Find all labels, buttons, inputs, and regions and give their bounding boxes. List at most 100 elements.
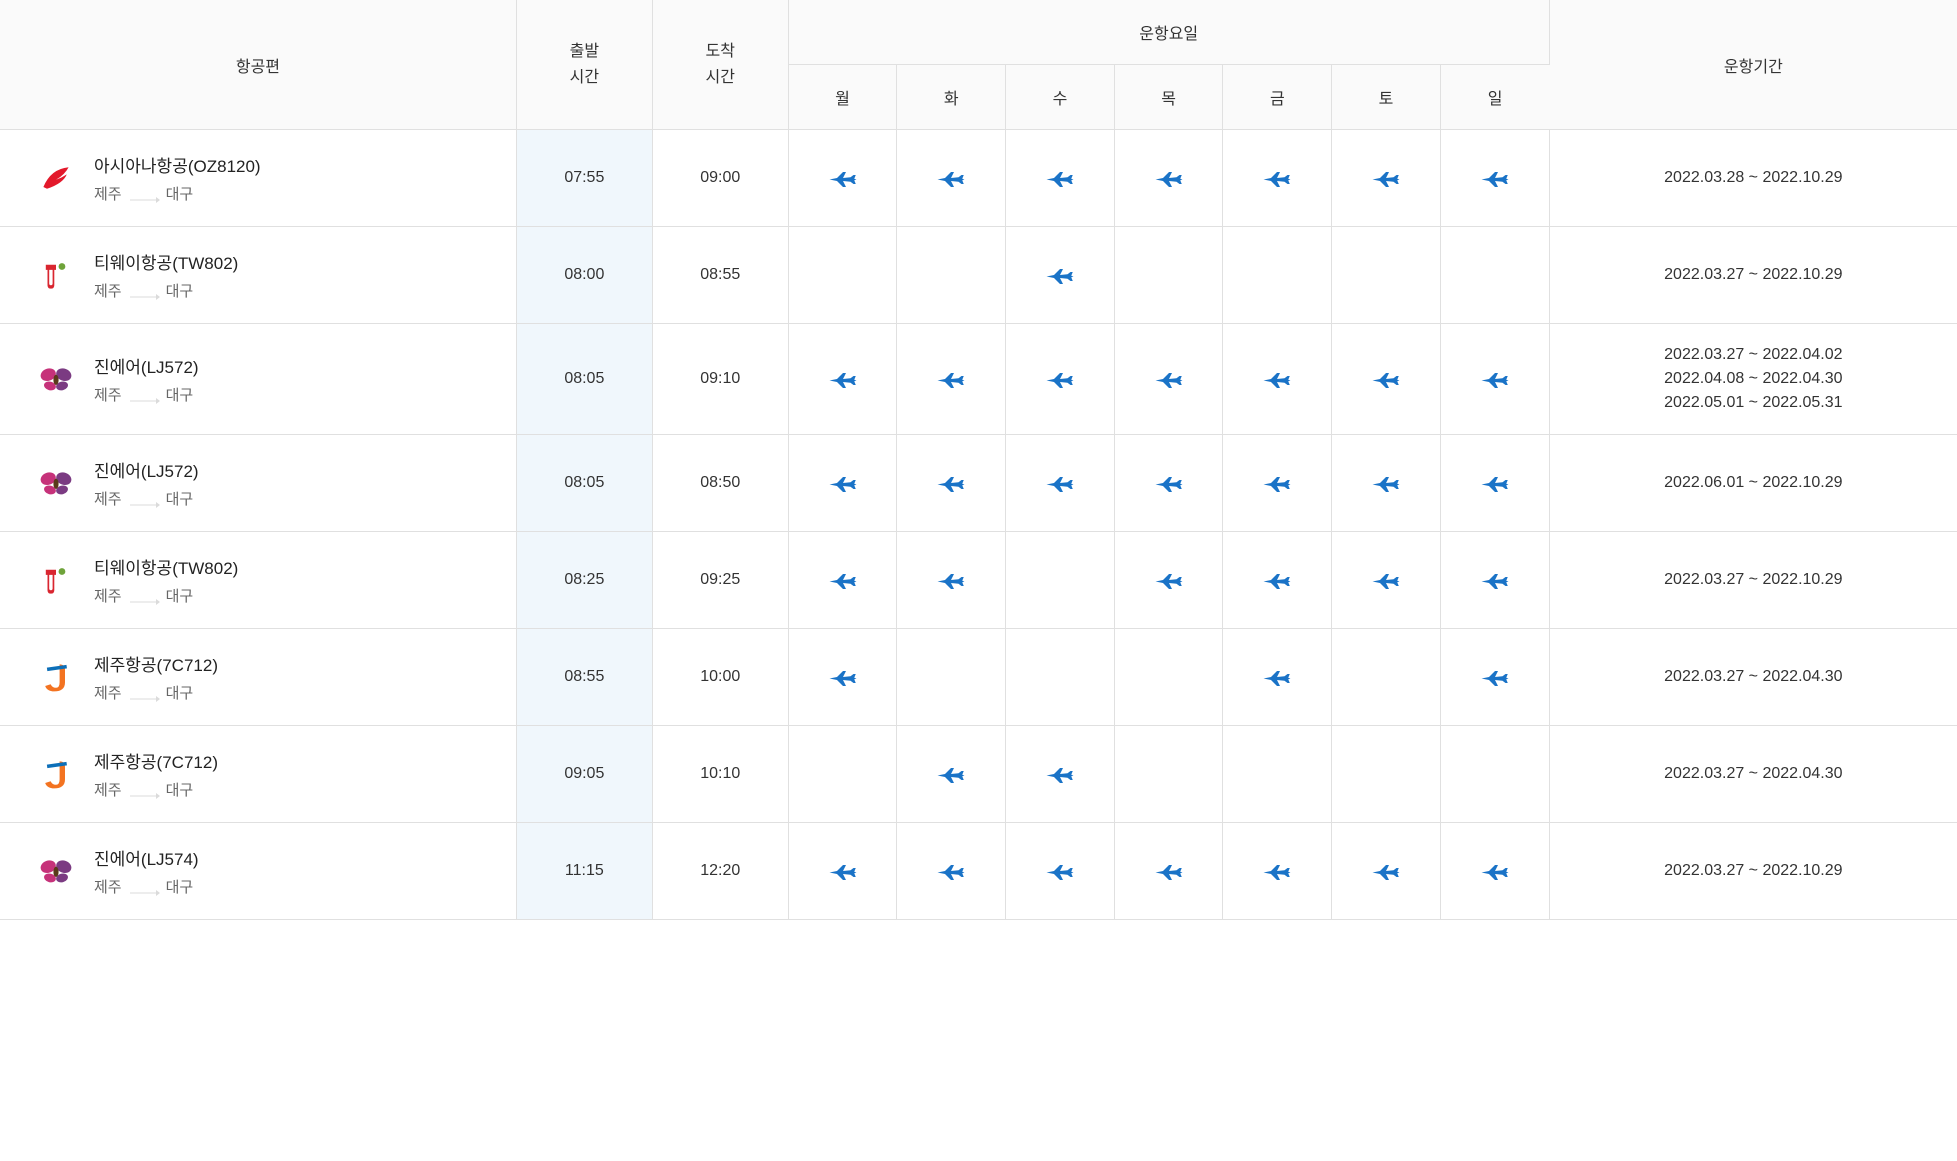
day-cell (1332, 435, 1441, 532)
day-cell (1006, 532, 1115, 629)
period-cell: 2022.03.27 ~ 2022.10.29 (1549, 532, 1957, 629)
flight-route: 제주 대구 (94, 488, 199, 509)
plane-icon (905, 570, 997, 590)
plane-icon (1340, 168, 1432, 188)
day-cell (788, 532, 897, 629)
plane-icon (1123, 473, 1215, 493)
route-to: 대구 (166, 585, 194, 606)
period-line: 2022.03.27 ~ 2022.10.29 (1664, 571, 1842, 589)
arrival-time: 12:20 (652, 823, 788, 920)
plane-icon (1123, 570, 1215, 590)
flight-cell: 진에어(LJ572) 제주 대구 (0, 435, 516, 532)
route-from: 제주 (94, 876, 122, 897)
plane-icon (797, 369, 889, 389)
day-cell (1223, 435, 1332, 532)
plane-icon (1123, 861, 1215, 881)
route-from: 제주 (94, 384, 122, 405)
route-to: 대구 (166, 183, 194, 204)
period-cell: 2022.03.27 ~ 2022.04.30 (1549, 726, 1957, 823)
table-row: 티웨이항공(TW802) 제주 대구 08:2509:25 2022.03.27… (0, 532, 1957, 629)
header-departure: 출발 시간 (516, 0, 652, 130)
plane-icon (1449, 473, 1541, 493)
header-flight: 항공편 (0, 0, 516, 130)
day-cell (897, 435, 1006, 532)
plane-icon (1449, 168, 1541, 188)
plane-icon (797, 667, 889, 687)
day-cell (788, 435, 897, 532)
plane-icon (797, 570, 889, 590)
day-cell (1006, 227, 1115, 324)
day-cell (1114, 130, 1223, 227)
header-mon: 월 (788, 65, 897, 130)
day-cell (788, 823, 897, 920)
departure-time: 08:25 (516, 532, 652, 629)
plane-icon (905, 369, 997, 389)
airline-logo-icon (36, 158, 76, 198)
plane-icon (1231, 861, 1323, 881)
plane-icon (1014, 168, 1106, 188)
route-from: 제주 (94, 585, 122, 606)
header-period: 운항기간 (1549, 0, 1957, 130)
day-cell (1332, 227, 1441, 324)
departure-time: 07:55 (516, 130, 652, 227)
table-row: 진에어(LJ572) 제주 대구 08:0509:10 2022.03.27 ~… (0, 324, 1957, 435)
flight-route: 제주 대구 (94, 183, 261, 204)
route-from: 제주 (94, 488, 122, 509)
period-cell: 2022.03.27 ~ 2022.04.022022.04.08 ~ 2022… (1549, 324, 1957, 435)
airline-logo-icon (36, 255, 76, 295)
arrival-time: 08:50 (652, 435, 788, 532)
flight-name: 진에어(LJ572) (94, 457, 199, 482)
arrival-time: 10:00 (652, 629, 788, 726)
route-arrow-icon (130, 884, 158, 890)
plane-icon (1340, 570, 1432, 590)
plane-icon (1014, 473, 1106, 493)
day-cell (1223, 227, 1332, 324)
period-line: 2022.06.01 ~ 2022.10.29 (1664, 474, 1842, 492)
plane-icon (1449, 861, 1541, 881)
flight-cell: 티웨이항공(TW802) 제주 대구 (0, 227, 516, 324)
day-cell (1440, 435, 1549, 532)
flight-route: 제주 대구 (94, 876, 199, 897)
period-cell: 2022.03.27 ~ 2022.10.29 (1549, 823, 1957, 920)
header-days-group: 운항요일 (788, 0, 1549, 65)
departure-time: 08:05 (516, 324, 652, 435)
header-fri: 금 (1223, 65, 1332, 130)
arrival-time: 08:55 (652, 227, 788, 324)
departure-time: 08:00 (516, 227, 652, 324)
day-cell (1223, 823, 1332, 920)
day-cell (788, 629, 897, 726)
flight-cell: 제주항공(7C712) 제주 대구 (0, 726, 516, 823)
day-cell (1006, 324, 1115, 435)
day-cell (1223, 629, 1332, 726)
flight-schedule-table: 항공편 출발 시간 도착 시간 운항요일 운항기간 월 화 수 목 금 토 일 … (0, 0, 1957, 920)
day-cell (1006, 823, 1115, 920)
plane-icon (1340, 861, 1432, 881)
day-cell (788, 130, 897, 227)
period-line: 2022.03.27 ~ 2022.10.29 (1664, 862, 1842, 880)
day-cell (897, 130, 1006, 227)
plane-icon (1014, 369, 1106, 389)
day-cell (1440, 227, 1549, 324)
route-arrow-icon (130, 787, 158, 793)
plane-icon (905, 764, 997, 784)
day-cell (1223, 130, 1332, 227)
route-to: 대구 (166, 682, 194, 703)
period-line: 2022.05.01 ~ 2022.05.31 (1664, 394, 1842, 412)
day-cell (788, 324, 897, 435)
plane-icon (1123, 369, 1215, 389)
day-cell (897, 629, 1006, 726)
arrival-time: 09:10 (652, 324, 788, 435)
day-cell (1332, 823, 1441, 920)
day-cell (1332, 726, 1441, 823)
period-cell: 2022.03.27 ~ 2022.04.30 (1549, 629, 1957, 726)
table-row: 아시아나항공(OZ8120) 제주 대구 07:5509:00 2022.03.… (0, 130, 1957, 227)
day-cell (897, 823, 1006, 920)
airline-logo-icon (36, 851, 76, 891)
header-sun: 일 (1440, 65, 1549, 130)
route-to: 대구 (166, 779, 194, 800)
flight-name: 제주항공(7C712) (94, 651, 218, 676)
day-cell (1223, 324, 1332, 435)
route-arrow-icon (130, 496, 158, 502)
plane-icon (1449, 667, 1541, 687)
flight-name: 제주항공(7C712) (94, 748, 218, 773)
